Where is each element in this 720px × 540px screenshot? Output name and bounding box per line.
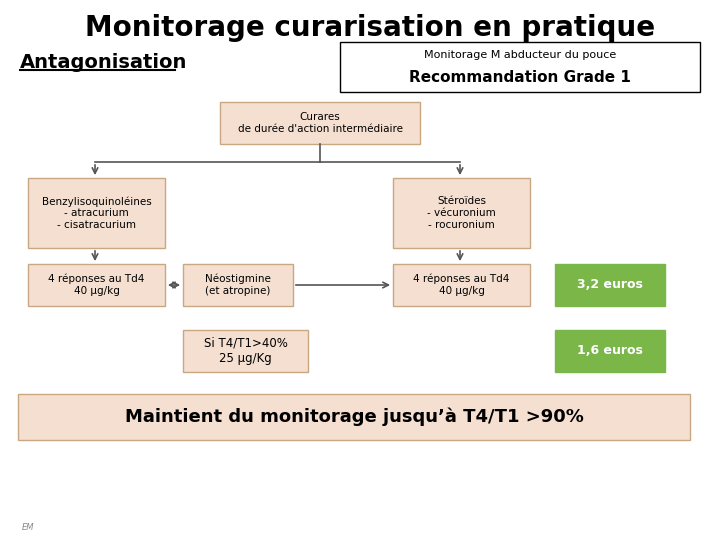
Text: Maintient du monitorage jusqu’à T4/T1 >90%: Maintient du monitorage jusqu’à T4/T1 >9… — [125, 408, 583, 426]
Text: 4 réponses au Td4
40 µg/kg: 4 réponses au Td4 40 µg/kg — [48, 274, 145, 296]
Text: Curares
de durée d'action intermédiaire: Curares de durée d'action intermédiaire — [238, 112, 402, 134]
FancyBboxPatch shape — [393, 264, 530, 306]
Text: Stéroïdes
- vécuronium
- rocuronium: Stéroïdes - vécuronium - rocuronium — [427, 197, 496, 230]
Text: Recommandation Grade 1: Recommandation Grade 1 — [409, 71, 631, 85]
FancyBboxPatch shape — [220, 102, 420, 144]
Text: Monitorage M abducteur du pouce: Monitorage M abducteur du pouce — [424, 50, 616, 60]
Text: Benzylisoquinoléines
- atracurium
- cisatracurium: Benzylisoquinoléines - atracurium - cisa… — [42, 196, 151, 230]
FancyBboxPatch shape — [18, 394, 690, 440]
FancyBboxPatch shape — [28, 178, 165, 248]
FancyBboxPatch shape — [28, 264, 165, 306]
Text: Monitorage curarisation en pratique: Monitorage curarisation en pratique — [85, 14, 655, 42]
FancyBboxPatch shape — [340, 42, 700, 92]
FancyBboxPatch shape — [183, 330, 308, 372]
FancyBboxPatch shape — [393, 178, 530, 248]
Text: EM: EM — [22, 523, 35, 532]
FancyBboxPatch shape — [183, 264, 293, 306]
FancyBboxPatch shape — [555, 264, 665, 306]
Text: 3,2 euros: 3,2 euros — [577, 279, 643, 292]
Text: Néostigmine
(et atropine): Néostigmine (et atropine) — [205, 274, 271, 296]
Text: Si T4/T1>40%
25 µg/Kg: Si T4/T1>40% 25 µg/Kg — [204, 337, 287, 365]
Text: Antagonisation: Antagonisation — [20, 52, 187, 71]
FancyBboxPatch shape — [555, 330, 665, 372]
Text: 4 réponses au Td4
40 µg/kg: 4 réponses au Td4 40 µg/kg — [413, 274, 510, 296]
Text: 1,6 euros: 1,6 euros — [577, 345, 643, 357]
